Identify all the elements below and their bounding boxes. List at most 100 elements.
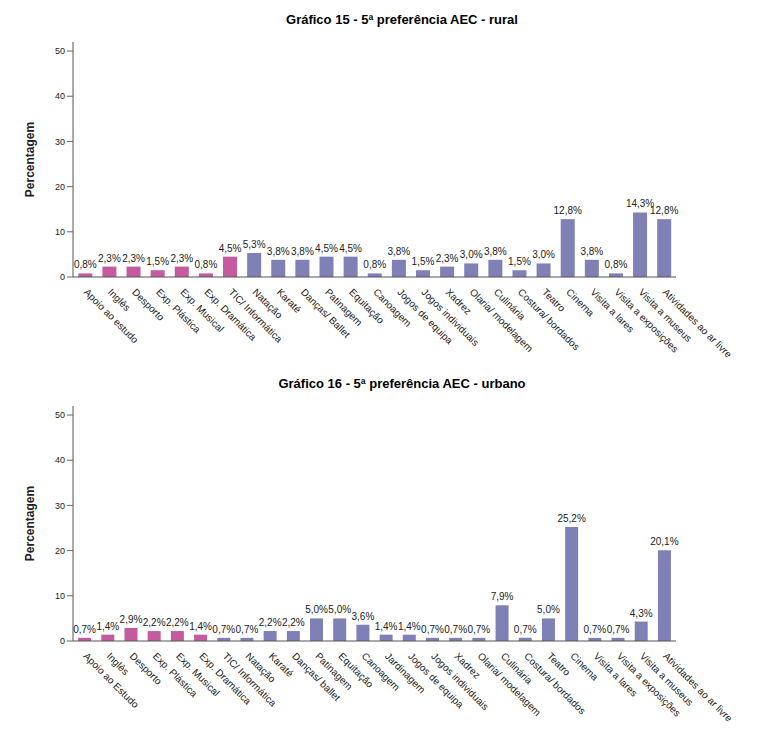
svg-text:1,4%: 1,4%	[398, 621, 421, 632]
svg-text:3,8%: 3,8%	[484, 246, 507, 257]
svg-text:Exp. Musical: Exp. Musical	[174, 650, 222, 699]
svg-text:Exp. Dramática: Exp. Dramática	[202, 286, 259, 343]
svg-text:Teatro: Teatro	[540, 287, 568, 315]
svg-text:Atividades ao ar livre: Atividades ao ar livre	[661, 287, 735, 361]
svg-text:Inglês: Inglês	[105, 651, 132, 678]
svg-text:Exp. Plástica: Exp. Plástica	[150, 650, 200, 700]
svg-text:Jogos de equipa: Jogos de equipa	[406, 650, 466, 711]
svg-text:0,7%: 0,7%	[444, 624, 467, 635]
svg-text:0,7%: 0,7%	[583, 624, 606, 635]
svg-text:2,3%: 2,3%	[170, 253, 193, 264]
svg-text:25,2%: 25,2%	[557, 513, 585, 524]
svg-text:10: 10	[55, 591, 65, 601]
svg-text:2,3%: 2,3%	[98, 253, 121, 264]
svg-text:Exp. Dramática: Exp. Dramática	[197, 650, 254, 707]
svg-text:0,7%: 0,7%	[212, 624, 235, 635]
svg-text:TIC/ Informática: TIC/ Informática	[226, 286, 285, 345]
svg-text:Jogos individuais: Jogos individuais	[419, 286, 482, 349]
svg-text:3,0%: 3,0%	[532, 249, 555, 260]
svg-text:0,7%: 0,7%	[514, 624, 537, 635]
svg-text:Olaria/ modelagem: Olaria/ modelagem	[475, 650, 544, 718]
svg-text:5,0%: 5,0%	[537, 604, 560, 615]
svg-text:Karaté: Karaté	[275, 287, 304, 316]
svg-text:Karaté: Karaté	[267, 651, 296, 680]
svg-text:0,7%: 0,7%	[607, 624, 630, 635]
svg-text:Exp. Plástica: Exp. Plástica	[154, 286, 203, 336]
svg-text:TIC/ Informática: TIC/ Informática	[220, 650, 279, 709]
svg-text:20: 20	[55, 182, 65, 192]
svg-text:Visita a museus: Visita a museus	[636, 286, 695, 345]
svg-text:Danças/ ballet: Danças/ ballet	[290, 650, 343, 704]
svg-text:4,5%: 4,5%	[219, 243, 242, 254]
svg-text:4,5%: 4,5%	[339, 243, 362, 254]
svg-text:Danças/ Ballet: Danças/ Ballet	[298, 286, 353, 340]
svg-text:0,8%: 0,8%	[363, 259, 386, 270]
svg-text:0,7%: 0,7%	[467, 624, 490, 635]
svg-text:Percentagem: Percentagem	[23, 486, 37, 561]
svg-text:1,4%: 1,4%	[96, 621, 119, 632]
svg-text:5,0%: 5,0%	[305, 604, 328, 615]
svg-text:Apoio ao Estudo: Apoio ao Estudo	[81, 650, 141, 711]
svg-text:12,8%: 12,8%	[650, 205, 678, 216]
svg-text:Costura/ bordados: Costura/ bordados	[515, 286, 582, 353]
svg-text:3,8%: 3,8%	[580, 246, 603, 257]
svg-text:50: 50	[55, 410, 65, 420]
svg-text:0,7%: 0,7%	[236, 624, 259, 635]
svg-text:Jogos de equipa: Jogos de equipa	[395, 286, 455, 347]
svg-text:4,3%: 4,3%	[630, 608, 653, 619]
svg-text:Teatro: Teatro	[545, 651, 573, 679]
svg-text:0,7%: 0,7%	[73, 624, 96, 635]
svg-text:30: 30	[55, 137, 65, 147]
svg-text:0,8%: 0,8%	[195, 259, 218, 270]
svg-text:2,2%: 2,2%	[166, 617, 189, 628]
svg-text:30: 30	[55, 501, 65, 511]
svg-text:5,0%: 5,0%	[328, 604, 351, 615]
svg-text:40: 40	[55, 455, 65, 465]
svg-text:Jardinagem: Jardinagem	[382, 650, 428, 696]
svg-text:0,7%: 0,7%	[421, 624, 444, 635]
svg-text:2,9%: 2,9%	[120, 614, 143, 625]
svg-text:12,8%: 12,8%	[554, 205, 582, 216]
svg-text:3,8%: 3,8%	[267, 246, 290, 257]
svg-text:Olaria/ modelagem: Olaria/ modelagem	[467, 286, 536, 354]
svg-text:2,2%: 2,2%	[143, 617, 166, 628]
svg-text:1,5%: 1,5%	[146, 256, 169, 267]
svg-text:3,6%: 3,6%	[352, 611, 375, 622]
svg-text:3,8%: 3,8%	[387, 246, 410, 257]
svg-text:Percentagem: Percentagem	[23, 122, 37, 197]
svg-text:40: 40	[55, 91, 65, 101]
svg-text:Xadrez: Xadrez	[444, 287, 474, 317]
svg-text:2,2%: 2,2%	[282, 617, 305, 628]
svg-text:Atividades ao ar livre: Atividades ao ar livre	[661, 651, 735, 725]
svg-text:3,0%: 3,0%	[460, 249, 483, 260]
svg-text:1,4%: 1,4%	[375, 621, 398, 632]
svg-text:Costura/ bordados: Costura/ bordados	[522, 650, 588, 717]
svg-text:3,8%: 3,8%	[291, 246, 314, 257]
svg-text:Jogos individuais: Jogos individuais	[429, 650, 491, 713]
svg-text:5,3%: 5,3%	[243, 239, 266, 250]
svg-text:Visita a museus: Visita a museus	[637, 650, 696, 709]
svg-text:Visita a exposições: Visita a exposições	[614, 650, 683, 719]
svg-text:1,5%: 1,5%	[508, 256, 531, 267]
svg-text:50: 50	[55, 46, 65, 56]
svg-text:20,1%: 20,1%	[650, 536, 678, 547]
svg-text:0,8%: 0,8%	[74, 259, 97, 270]
svg-text:10: 10	[55, 227, 65, 237]
svg-text:Apoio ao estudo: Apoio ao estudo	[81, 286, 141, 346]
svg-text:2,3%: 2,3%	[436, 253, 459, 264]
svg-text:20: 20	[55, 546, 65, 556]
svg-text:1,5%: 1,5%	[412, 256, 435, 267]
svg-text:2,3%: 2,3%	[122, 253, 145, 264]
svg-text:1,4%: 1,4%	[189, 621, 212, 632]
svg-text:7,9%: 7,9%	[491, 591, 514, 602]
svg-text:0: 0	[60, 272, 65, 282]
svg-text:Visita a lares: Visita a lares	[591, 650, 640, 699]
svg-text:Visita a exposições: Visita a exposições	[612, 286, 681, 355]
svg-text:Exp. Musical: Exp. Musical	[178, 286, 227, 335]
svg-text:Visita a lares: Visita a lares	[588, 286, 637, 335]
svg-text:4,5%: 4,5%	[315, 243, 338, 254]
svg-text:2,2%: 2,2%	[259, 617, 282, 628]
svg-text:0,8%: 0,8%	[605, 259, 628, 270]
svg-text:Inglês: Inglês	[106, 287, 133, 314]
svg-text:0: 0	[60, 636, 65, 646]
